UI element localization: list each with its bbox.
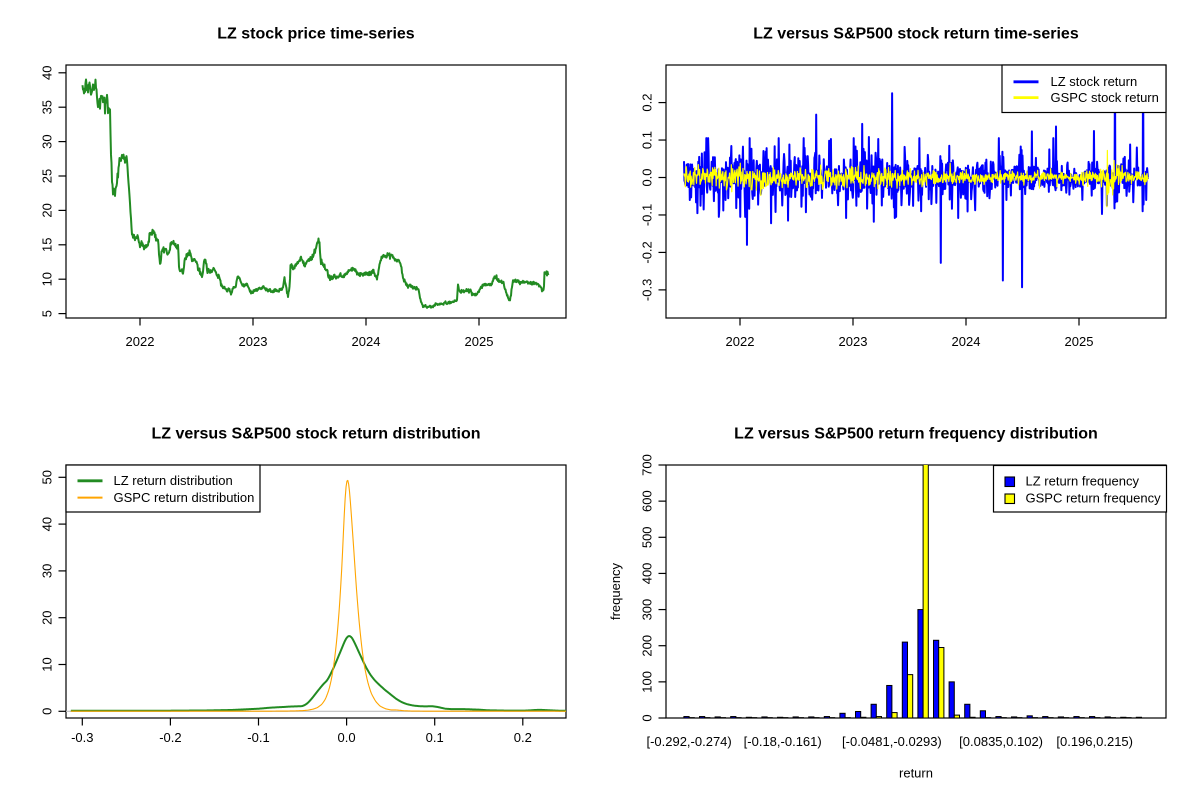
svg-text:0: 0 <box>640 714 655 721</box>
svg-text:30: 30 <box>40 564 55 578</box>
svg-text:100: 100 <box>640 671 655 693</box>
svg-text:LZ return frequency: LZ return frequency <box>1026 474 1140 489</box>
svg-text:-0.2: -0.2 <box>159 730 181 745</box>
svg-text:return: return <box>899 766 933 781</box>
svg-text:[-0.0481,-0.0293): [-0.0481,-0.0293) <box>842 734 942 749</box>
svg-text:-0.2: -0.2 <box>640 241 655 263</box>
svg-text:0.1: 0.1 <box>426 730 444 745</box>
svg-text:35: 35 <box>40 100 55 114</box>
svg-text:LZ return distribution: LZ return distribution <box>114 473 233 488</box>
svg-text:2022: 2022 <box>726 334 755 349</box>
svg-text:400: 400 <box>640 563 655 585</box>
svg-text:-0.3: -0.3 <box>71 730 93 745</box>
svg-text:2025: 2025 <box>1065 334 1094 349</box>
svg-text:-0.3: -0.3 <box>640 279 655 301</box>
svg-text:50: 50 <box>40 470 55 484</box>
svg-text:0.1: 0.1 <box>640 131 655 149</box>
svg-text:10: 10 <box>40 657 55 671</box>
svg-text:700: 700 <box>640 454 655 476</box>
svg-text:2023: 2023 <box>239 334 268 349</box>
svg-text:500: 500 <box>640 526 655 548</box>
svg-text:20: 20 <box>40 610 55 624</box>
svg-text:2023: 2023 <box>839 334 868 349</box>
svg-text:LZ versus S&P500 stock return: LZ versus S&P500 stock return distributi… <box>152 426 481 443</box>
svg-text:[0.0835,0.102): [0.0835,0.102) <box>959 734 1043 749</box>
svg-text:[-0.292,-0.274): [-0.292,-0.274) <box>646 734 731 749</box>
svg-text:600: 600 <box>640 490 655 512</box>
svg-text:[-0.18,-0.161): [-0.18,-0.161) <box>744 734 822 749</box>
svg-text:20: 20 <box>40 203 55 217</box>
svg-text:10: 10 <box>40 272 55 286</box>
svg-text:GSPC stock return: GSPC stock return <box>1051 90 1159 105</box>
svg-text:GSPC return distribution: GSPC return distribution <box>114 490 255 505</box>
svg-text:2024: 2024 <box>952 334 981 349</box>
svg-text:0.2: 0.2 <box>640 94 655 112</box>
svg-text:LZ stock price time-series: LZ stock price time-series <box>217 26 415 43</box>
svg-text:15: 15 <box>40 238 55 252</box>
svg-text:GSPC return frequency: GSPC return frequency <box>1026 490 1162 505</box>
svg-text:0.0: 0.0 <box>338 730 356 745</box>
svg-text:LZ stock return: LZ stock return <box>1051 74 1138 89</box>
svg-text:-0.1: -0.1 <box>640 204 655 226</box>
svg-text:LZ versus S&P500 stock return: LZ versus S&P500 stock return time-serie… <box>753 26 1079 43</box>
svg-text:0.0: 0.0 <box>640 168 655 186</box>
svg-text:5: 5 <box>40 310 55 317</box>
svg-text:30: 30 <box>40 134 55 148</box>
svg-text:40: 40 <box>40 517 55 531</box>
svg-text:0: 0 <box>40 708 55 715</box>
svg-text:frequency: frequency <box>608 562 623 620</box>
svg-text:40: 40 <box>40 66 55 80</box>
svg-text:0.2: 0.2 <box>514 730 532 745</box>
svg-text:LZ versus S&P500 return freque: LZ versus S&P500 return frequency distri… <box>734 426 1098 443</box>
svg-text:300: 300 <box>640 599 655 621</box>
svg-text:[0.196,0.215): [0.196,0.215) <box>1056 734 1133 749</box>
svg-text:25: 25 <box>40 169 55 183</box>
svg-text:2022: 2022 <box>126 334 155 349</box>
svg-text:2025: 2025 <box>465 334 494 349</box>
svg-text:2024: 2024 <box>352 334 381 349</box>
svg-text:-0.1: -0.1 <box>247 730 269 745</box>
svg-text:200: 200 <box>640 635 655 657</box>
